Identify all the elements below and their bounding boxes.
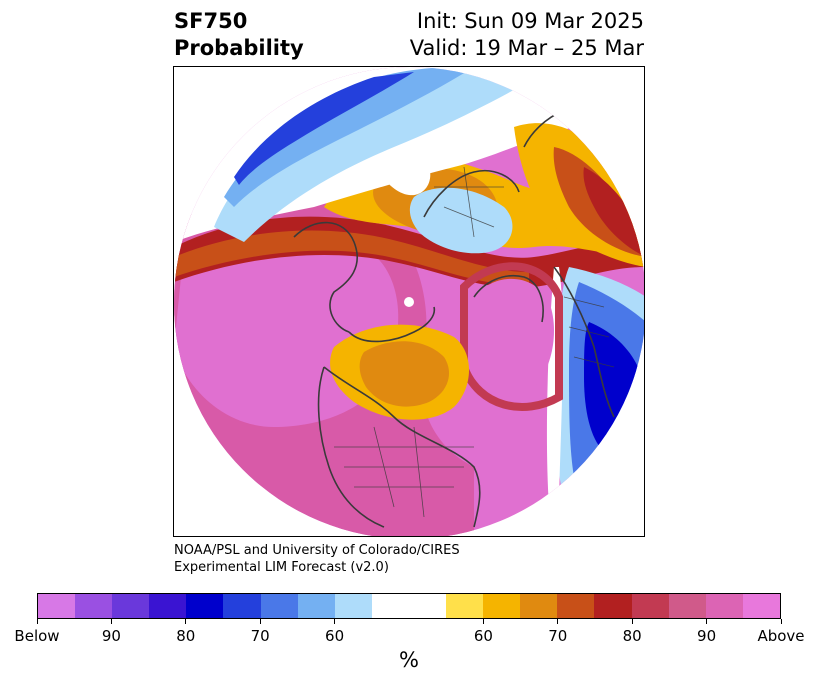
credit-line-1: NOAA/PSL and University of Colorado/CIRE…: [174, 543, 460, 558]
field-above-europe-red: [583, 167, 644, 257]
field-above-asia-ring: [460, 262, 563, 411]
subtitle: Probability: [174, 36, 304, 60]
colorbar-segment: [520, 594, 558, 618]
colorbar-tick-mark: [706, 619, 708, 624]
colorbar-segment: [594, 594, 632, 618]
colorbar-tick-label: 80: [622, 627, 642, 645]
colorbar-segment: [75, 594, 113, 618]
colorbar-tick-label: 80: [176, 627, 196, 645]
variable-title: SF750: [174, 9, 248, 33]
coastline-siberia: [423, 170, 520, 218]
colorbar-segment: [557, 594, 595, 618]
colorbar-tick-mark: [36, 619, 38, 624]
credit-line-2: Experimental LIM Forecast (v2.0): [174, 560, 389, 575]
colorbar-segment: [371, 594, 409, 618]
colorbar-segment: [705, 594, 743, 618]
field-below-medium: [224, 67, 474, 207]
colorbar-tick-mark: [185, 619, 187, 624]
chart-title-block: SF750 Probability: [174, 8, 304, 62]
colorbar-segment: [149, 594, 187, 618]
north-pole-marker: [404, 297, 414, 307]
colorbar-tick-label: 70: [250, 627, 270, 645]
probability-map: [174, 67, 644, 536]
colorbar-segment: [186, 594, 224, 618]
coastline-north-america-east: [323, 366, 481, 528]
field-above-canada-amber: [359, 341, 449, 407]
coastline-alaska: [293, 221, 359, 333]
borders: [334, 166, 615, 518]
colorbar-tick-label: Below: [14, 627, 60, 645]
colorbar-segment: [631, 594, 669, 618]
colorbar-segment: [483, 594, 521, 618]
colorbar-segment: [38, 594, 76, 618]
borders-usa: [334, 426, 474, 518]
colorbar-segment: [408, 594, 447, 618]
colorbar-segment: [223, 594, 261, 618]
borders-russia: [434, 166, 504, 238]
colorbar-tick-mark: [482, 619, 484, 624]
coastline-europe: [553, 266, 615, 418]
init-date: Init: Sun 09 Mar 2025: [416, 9, 644, 33]
colorbar-tick-label: 90: [697, 627, 717, 645]
valid-range: Valid: 19 Mar – 25 Mar: [409, 36, 644, 60]
colorbar-tick-mark: [557, 619, 559, 624]
colorbar-tick-label: 60: [325, 627, 345, 645]
field-above-asia-max: [469, 278, 554, 395]
colorbar-tick-label: 60: [473, 627, 493, 645]
credit-block: NOAA/PSL and University of Colorado/CIRE…: [174, 542, 460, 576]
field-neutral-arctic: [379, 152, 431, 196]
map-panel: [173, 66, 645, 537]
colorbar-segment: [112, 594, 150, 618]
colorbar-segment: [742, 594, 780, 618]
coastline-greenland: [473, 275, 544, 323]
field-below-arctic: [409, 187, 513, 254]
colorbar-segment: [297, 594, 335, 618]
borders-europe: [563, 296, 615, 368]
colorbar-tick-label: Above: [757, 627, 805, 645]
colorbar-tick-mark: [259, 619, 261, 624]
colorbar-tick-mark: [110, 619, 112, 624]
colorbar-tick-label: 70: [548, 627, 568, 645]
colorbar-tick-mark: [780, 619, 782, 624]
coastline-arctic-canada: [348, 306, 436, 343]
colorbar-segment: [260, 594, 298, 618]
colorbar-tick-label: 90: [101, 627, 121, 645]
colorbar: [37, 593, 781, 619]
colorbar-unit: %: [399, 648, 419, 672]
colorbar-segment: [668, 594, 706, 618]
colorbar-tick-mark: [631, 619, 633, 624]
colorbar-segment: [446, 594, 484, 618]
coastline-north-america-west: [317, 366, 385, 528]
colorbar-segment: [334, 594, 372, 618]
date-block: Init: Sun 09 Mar 2025 Valid: 19 Mar – 25…: [410, 8, 644, 62]
field-above-orange-band: [174, 230, 529, 286]
colorbar-tick-mark: [334, 619, 336, 624]
field-below-light: [214, 67, 554, 242]
